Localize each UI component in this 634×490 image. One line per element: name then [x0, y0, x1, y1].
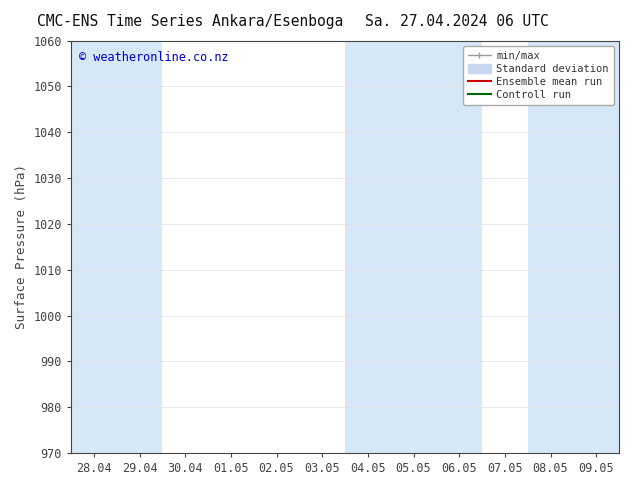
- Bar: [71, 41, 117, 453]
- Legend: min/max, Standard deviation, Ensemble mean run, Controll run: min/max, Standard deviation, Ensemble me…: [463, 46, 614, 105]
- Bar: [436, 41, 482, 453]
- Text: © weatheronline.co.nz: © weatheronline.co.nz: [79, 51, 229, 64]
- Bar: [391, 41, 436, 453]
- Bar: [573, 41, 619, 453]
- Bar: [345, 41, 391, 453]
- Y-axis label: Surface Pressure (hPa): Surface Pressure (hPa): [15, 164, 28, 329]
- Text: CMC-ENS Time Series Ankara/Esenboga: CMC-ENS Time Series Ankara/Esenboga: [37, 14, 344, 29]
- Bar: [527, 41, 573, 453]
- Text: Sa. 27.04.2024 06 UTC: Sa. 27.04.2024 06 UTC: [365, 14, 548, 29]
- Bar: [117, 41, 162, 453]
